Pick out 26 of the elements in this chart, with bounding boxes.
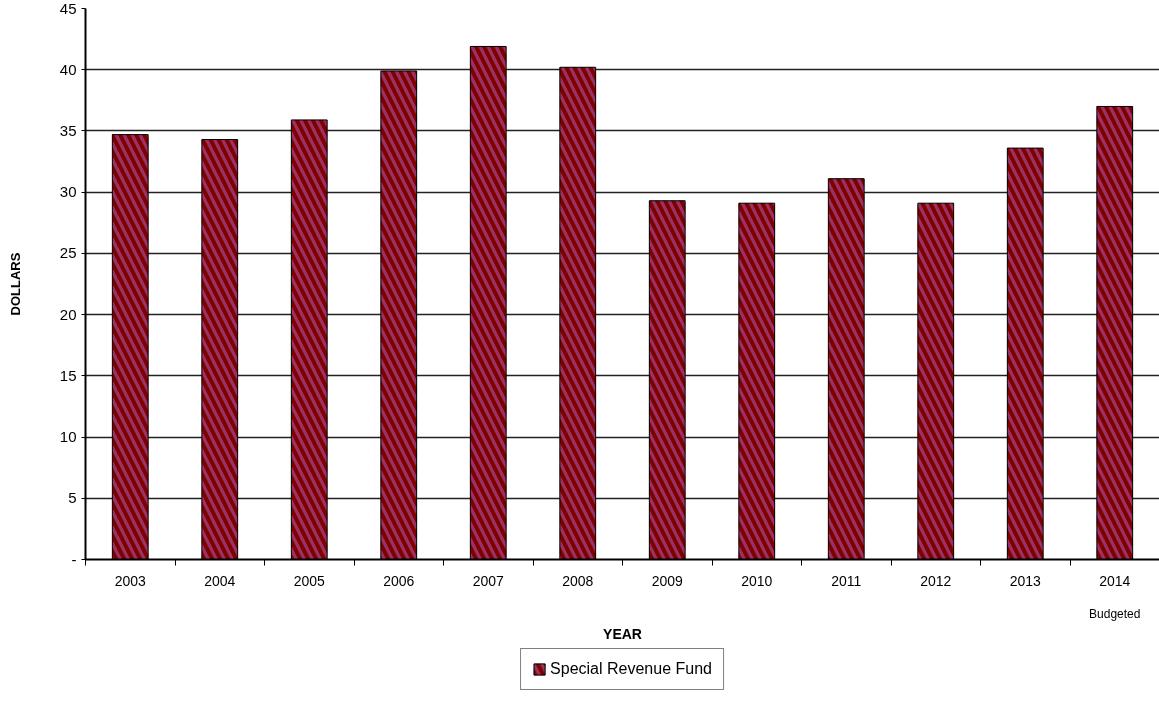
x-tick-label: 2004 [204,572,236,589]
x-tick-label: 2010 [741,572,773,589]
y-tick-label: 30 [59,183,77,201]
y-tick-label: 25 [59,244,77,262]
y-tick-label: 45 [59,0,77,17]
x-tick-label: 2011 [831,572,862,589]
x-tick-label: 2014 [1099,572,1131,589]
x-tick-label: 2008 [562,572,594,589]
y-tick-label: 15 [59,366,77,384]
y-tick-label: 5 [68,489,77,507]
x-tick-label: 2006 [383,572,415,589]
x-tick-label: 2003 [114,572,147,589]
x-tick-label: 2009 [651,572,684,589]
x-tick-label: 2012 [920,572,952,589]
legend-label: Special Revenue Fund [550,660,712,678]
y-tick-label: 40 [59,60,77,78]
y-tick-label: 35 [59,121,77,139]
x-tick-label: 2013 [1009,572,1042,589]
y-tick-label: - [71,550,77,568]
x-tick-label: 2005 [293,572,326,589]
y-tick-label: 10 [59,428,77,446]
x-axis-title: YEAR [603,625,642,642]
text: Budgeted [1089,606,1141,621]
y-tick-label: 20 [59,305,77,323]
x-tick-label: 2007 [472,572,505,589]
y-axis-title: DOLLARS [7,252,23,316]
